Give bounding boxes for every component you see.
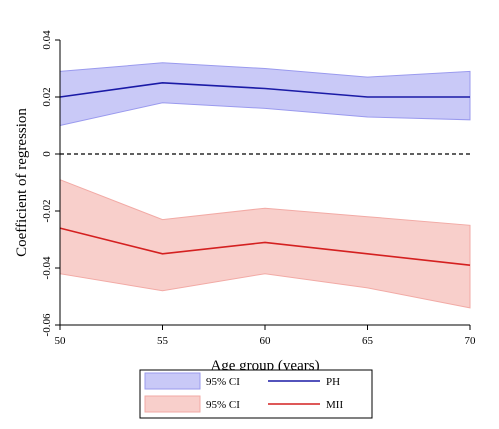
y-tick-label: -0.04	[41, 256, 53, 279]
legend-swatch-ci-ph	[145, 373, 200, 389]
y-tick-label: -0.02	[41, 200, 53, 223]
y-tick-label: 0	[41, 151, 53, 157]
confidence-bands	[60, 63, 470, 308]
legend-swatch-ci-mii	[145, 396, 200, 412]
legend-label-ph: PH	[326, 376, 340, 388]
legend-label-mii: MII	[326, 399, 343, 411]
y-axis-title: Coefficient of regression	[14, 108, 30, 257]
y-tick-label: -0.06	[41, 313, 53, 336]
legend-label-ci-ph: 95% CI	[206, 376, 240, 388]
x-tick-label: 50	[55, 335, 67, 347]
x-tick-label: 55	[157, 335, 169, 347]
y-axis-ticks: -0.06 -0.04 -0.02 0 0.02 0.04	[41, 30, 60, 337]
x-tick-label: 70	[465, 335, 477, 347]
legend: 95% CI PH 95% CI MII	[140, 370, 372, 418]
y-tick-label: 0.02	[41, 87, 53, 106]
x-tick-label: 60	[260, 335, 272, 347]
legend-label-ci-mii: 95% CI	[206, 399, 240, 411]
x-tick-label: 65	[362, 335, 374, 347]
x-axis-ticks: 50 55 60 65 70	[55, 325, 477, 347]
y-tick-label: 0.04	[41, 30, 53, 50]
ci-band-0	[60, 63, 470, 126]
